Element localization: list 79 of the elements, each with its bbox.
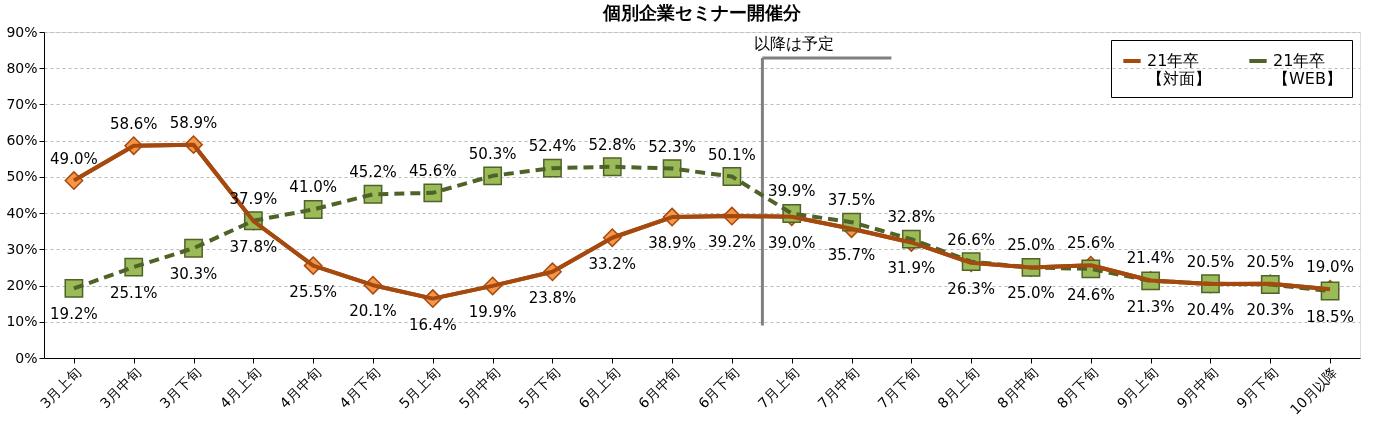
data-label: 37.5%: [827, 191, 876, 210]
y-tick-label: 90%: [6, 23, 38, 40]
x-tick-label: 8月上旬: [934, 364, 982, 412]
data-label: 25.1%: [109, 284, 158, 303]
legend-label: 21年卒【対面】: [1147, 51, 1211, 88]
data-label: 58.9%: [169, 113, 218, 132]
chart-title: 個別企業セミナー開催分: [602, 2, 802, 23]
data-label: 52.8%: [588, 135, 637, 154]
x-tick-label: 7月中旬: [814, 364, 862, 412]
y-tick-label: 60%: [6, 132, 38, 149]
x-tick-label: 5月下旬: [515, 364, 563, 412]
x-tick-label: 8月下旬: [1053, 364, 1102, 412]
data-label: 52.4%: [528, 137, 577, 156]
data-label: 50.3%: [468, 144, 517, 163]
data-label: 49.0%: [50, 149, 98, 168]
data-label: 23.8%: [528, 288, 577, 307]
data-label: 58.6%: [109, 114, 158, 133]
data-label: 35.7%: [827, 245, 876, 264]
data-label: 19.0%: [1306, 258, 1354, 277]
data-label: 20.4%: [1186, 301, 1235, 320]
data-label: 33.2%: [588, 254, 637, 273]
x-tick-label: 3月下旬: [156, 364, 204, 412]
y-tick-label: 40%: [6, 204, 38, 221]
data-label: 39.9%: [767, 182, 816, 201]
y-tick-label: 80%: [6, 59, 38, 76]
y-tick-label: 70%: [6, 95, 38, 112]
y-tick-label: 30%: [6, 240, 38, 257]
x-tick-label: 4月下旬: [336, 364, 384, 412]
data-label: 20.5%: [1186, 252, 1235, 271]
data-label: 20.1%: [349, 302, 397, 321]
x-tick-label: 7月上旬: [754, 364, 803, 412]
data-label: 32.8%: [887, 208, 936, 227]
x-tick-label: 6月中旬: [635, 364, 683, 412]
x-tick-label: 6月上旬: [575, 364, 623, 412]
data-label: 19.2%: [50, 305, 98, 324]
ref-line-label: 以降は予定: [754, 34, 835, 54]
data-label: 21.4%: [1126, 249, 1175, 268]
x-tick-label: 9月上旬: [1113, 364, 1162, 412]
y-tick-label: 50%: [6, 168, 38, 185]
data-label: 45.6%: [408, 161, 457, 180]
data-label: 25.0%: [1007, 236, 1055, 255]
y-tick-label: 10%: [6, 313, 38, 330]
x-tick-label: 10月以降: [1286, 364, 1341, 418]
data-label: 30.3%: [169, 265, 218, 284]
data-label: 24.6%: [1066, 285, 1115, 304]
data-label: 21.3%: [1126, 297, 1175, 316]
data-label: 38.9%: [648, 234, 696, 253]
x-tick-label: 8月中旬: [994, 364, 1042, 412]
x-tick-label: 3月上旬: [36, 364, 85, 412]
y-tick-label: 20%: [6, 277, 38, 294]
data-label: 25.6%: [1066, 234, 1115, 253]
data-label: 39.0%: [767, 233, 816, 252]
data-label: 19.9%: [468, 302, 517, 321]
x-tick-label: 4月上旬: [216, 364, 264, 412]
x-tick-label: 5月中旬: [455, 364, 504, 412]
x-tick-label: 6月下旬: [694, 364, 743, 412]
legend-label: 21年卒【WEB】: [1273, 51, 1342, 88]
data-label: 41.0%: [289, 178, 338, 197]
x-tick-label: 9月下旬: [1233, 364, 1281, 412]
data-label: 45.2%: [349, 163, 397, 182]
data-label: 18.5%: [1306, 307, 1354, 326]
data-label: 16.4%: [408, 315, 457, 334]
data-label: 52.3%: [648, 137, 696, 156]
data-label: 25.5%: [289, 282, 338, 301]
data-label: 39.2%: [708, 233, 756, 252]
x-tick-label: 3月中旬: [96, 364, 145, 412]
data-label: 50.1%: [708, 145, 756, 164]
data-label: 37.8%: [229, 238, 278, 257]
data-label: 26.3%: [947, 279, 996, 298]
data-label: 20.5%: [1246, 252, 1295, 271]
data-label: 25.0%: [1007, 284, 1055, 303]
x-tick-label: 5月上旬: [395, 364, 444, 412]
y-tick-label: 0%: [15, 349, 38, 366]
x-tick-label: 9月中旬: [1173, 364, 1221, 412]
x-tick-label: 4月中旬: [276, 364, 324, 412]
data-label: 26.6%: [947, 230, 996, 249]
data-label: 31.9%: [887, 259, 936, 278]
x-tick-label: 7月下旬: [874, 364, 922, 412]
data-label: 20.3%: [1246, 301, 1295, 320]
